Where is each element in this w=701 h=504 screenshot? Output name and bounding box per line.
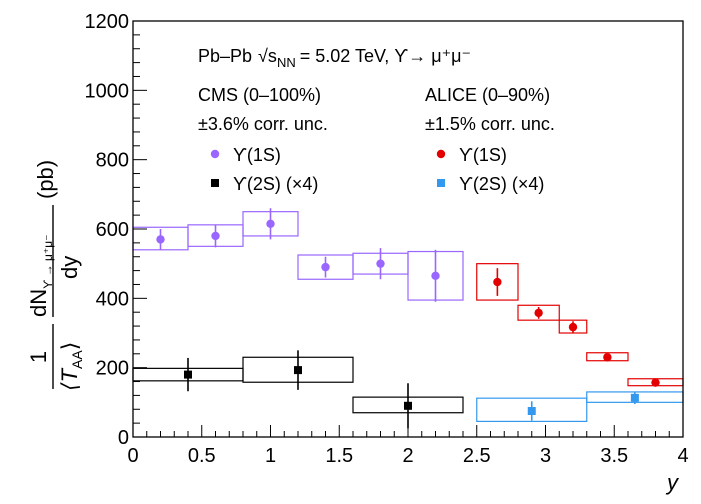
x-tick-label: 1 [265,445,276,467]
alice-1s-point [493,277,502,287]
legend-group-cms: CMS (0–100%) [198,85,321,105]
x-tick-label: 2 [402,445,413,467]
x-tick-label: 0.5 [188,445,216,467]
x-tick-label: 3 [540,445,551,467]
x-tick-label: 3.5 [600,445,628,467]
alice-2s-point [630,393,639,402]
legend-group-alice: ALICE (0–90%) [425,85,550,105]
legend-marker-cms-1s [210,149,220,159]
y-tick-label: 400 [96,288,129,310]
y-title-unit: (pb) [33,160,58,199]
y-axis-title: 1 ⟨TAA⟩ dNϒ → μ⁺μ⁻ dy (pb) [26,160,85,391]
x-tick-labels: 0 0.5 1 1.5 2 2.5 3 3.5 4 [127,445,688,467]
legend-unc-alice: ±1.5% corr. unc. [425,114,555,134]
cms-1s-point [431,271,440,280]
statistical-error-bars [159,208,657,429]
alice-1s-point [568,322,578,332]
y-tick-label: 0 [118,427,129,449]
y-tick-label: 1200 [85,11,130,33]
legend: Pb–Pb √sNN = 5.02 TeV, ϒ→ μ⁺μ⁻ CMS (0–100%… [198,46,555,194]
alice-1s-point [651,378,660,387]
alice-2s-syst-box [476,397,588,423]
cms-1s-point [321,262,330,272]
legend-unc-cms: ±3.6% corr. unc. [198,114,328,134]
y-tick-label: 1000 [85,80,130,102]
y-tick-label: 200 [96,358,129,380]
cms-1s-point [376,259,385,268]
axis-ticks [132,20,684,438]
alice-1s-point [534,308,543,318]
cms-2s-point [184,370,192,379]
y-title-prefactor-num: 1 [26,351,51,363]
x-tick-label: 2.5 [463,445,491,467]
y-title-denominator: dy [57,256,82,279]
y-tick-labels: 0 200 400 600 800 1000 1200 [85,11,130,449]
legend-label-alice-1s: ϒ(1S) [459,145,507,165]
legend-label-alice-2s: ϒ(2S) (×4) [459,174,544,194]
collision-annotation: Pb–Pb √sNN = 5.02 TeV, ϒ→ μ⁺μ⁻ [198,46,471,70]
data-markers [156,219,660,415]
y-tick-label: 600 [96,219,129,241]
alice-2s-point [527,407,536,415]
cms-2s-point [294,366,302,375]
x-tick-label: 1.5 [325,445,353,467]
x-tick-label: 0 [127,445,138,467]
x-tick-label: 4 [677,445,688,467]
legend-marker-alice-1s [436,149,446,159]
y-title-numerator: dNϒ → μ⁺μ⁻ [26,234,55,317]
cms-1s-point [211,231,220,241]
cms-1s-point [266,219,275,228]
alice-1s-syst-box [476,263,519,301]
cms-2s-point [404,401,412,410]
legend-label-cms-1s: ϒ(1S) [233,145,281,165]
legend-marker-alice-2s [437,179,445,187]
legend-marker-cms-2s [211,179,219,187]
x-axis-title: y [665,470,680,495]
y-tick-label: 800 [96,150,129,172]
legend-label-cms-2s: ϒ(2S) (×4) [233,174,318,194]
alice-1s-syst-box [517,304,560,321]
cms-1s-point [156,235,165,244]
alice-1s-point [603,353,612,362]
y-title-prefactor-den: ⟨TAA⟩ [57,342,85,391]
